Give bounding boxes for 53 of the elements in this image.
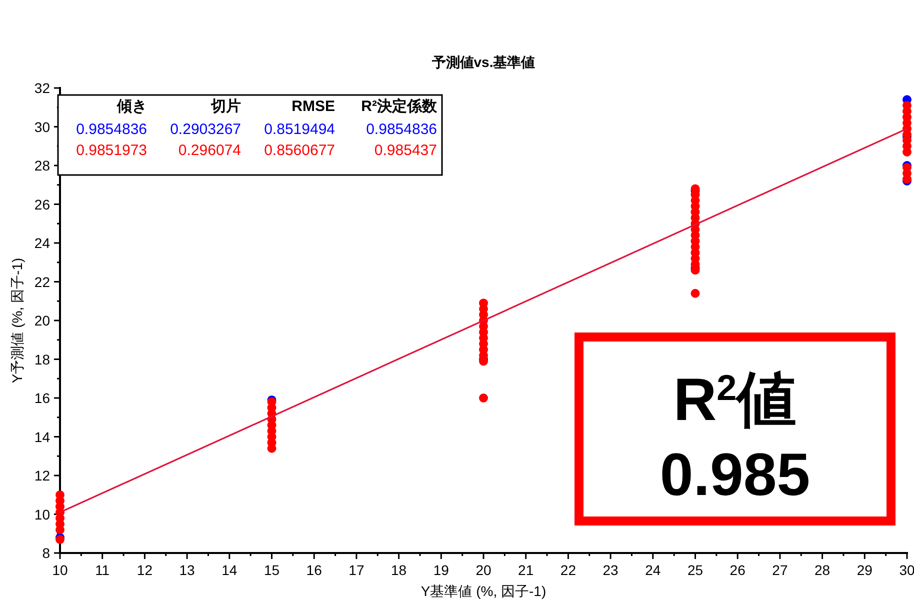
x-tick-label: 21 bbox=[518, 562, 534, 578]
x-tick-label: 13 bbox=[179, 562, 196, 578]
x-tick-label: 18 bbox=[391, 562, 407, 578]
x-tick-label: 10 bbox=[52, 562, 68, 578]
x-tick-label: 14 bbox=[222, 562, 238, 578]
y-tick-label: 16 bbox=[34, 390, 50, 406]
x-tick-label: 26 bbox=[730, 562, 746, 578]
y-tick-label: 28 bbox=[34, 158, 50, 174]
annotation: 0.985 bbox=[660, 441, 810, 508]
y-tick-label: 18 bbox=[34, 351, 50, 368]
x-tick-label: 24 bbox=[645, 562, 661, 578]
annotation: 0.8560677 bbox=[264, 142, 335, 159]
y-tick-label: 8 bbox=[42, 545, 50, 561]
annotation: R²決定係数 bbox=[361, 97, 438, 115]
y-tick-label: 14 bbox=[34, 428, 50, 445]
x-tick-label: 20 bbox=[476, 562, 492, 578]
annotation: 0.9851973 bbox=[76, 142, 147, 159]
x-tick-label: 27 bbox=[772, 562, 788, 578]
x-tick-label: 28 bbox=[814, 562, 830, 578]
x-tick-label: 25 bbox=[687, 562, 704, 578]
point bbox=[479, 394, 488, 402]
x-tick-label: 23 bbox=[602, 562, 619, 578]
y-tick-label: 10 bbox=[34, 506, 50, 522]
y-tick-label: 20 bbox=[34, 312, 50, 328]
annotation: 0.985437 bbox=[374, 142, 437, 159]
x-tick-label: 19 bbox=[433, 562, 450, 578]
y-tick-label: 12 bbox=[34, 468, 50, 484]
annotation: 0.2903267 bbox=[170, 121, 241, 138]
y-tick-label: 32 bbox=[34, 80, 50, 96]
x-tick-label: 15 bbox=[264, 562, 280, 578]
annotation: 切片 bbox=[210, 98, 241, 115]
annotation: 傾き bbox=[116, 98, 147, 115]
x-tick-label: 29 bbox=[856, 562, 873, 578]
annotation: 0.9854836 bbox=[76, 121, 147, 138]
y-tick-label: 24 bbox=[34, 235, 50, 251]
point bbox=[690, 288, 700, 298]
x-tick-label: 30 bbox=[899, 562, 914, 578]
y-tick-label: 26 bbox=[34, 196, 50, 212]
x-tick-label: 17 bbox=[348, 562, 364, 578]
x-tick-label: 16 bbox=[306, 562, 322, 578]
y-axis-title: Y予測値 (%, 因子-1) bbox=[9, 258, 25, 384]
annotation: 0.8519494 bbox=[264, 121, 335, 138]
y-tick-label: 30 bbox=[34, 118, 50, 135]
annotation: RMSE bbox=[292, 98, 335, 115]
chart-title: 予測値vs.基準値 bbox=[430, 54, 536, 70]
x-axis-title: Y基準値 (%, 因子-1) bbox=[420, 583, 546, 599]
x-tick-label: 11 bbox=[95, 562, 110, 578]
annotation: 0.9854836 bbox=[366, 121, 437, 138]
x-tick-label: 22 bbox=[560, 562, 576, 578]
x-tick-label: 12 bbox=[136, 562, 153, 578]
y-tick-label: 22 bbox=[34, 274, 50, 290]
annotation: R$^{2}$値 bbox=[673, 366, 797, 433]
annotation: 0.296074 bbox=[178, 142, 241, 159]
